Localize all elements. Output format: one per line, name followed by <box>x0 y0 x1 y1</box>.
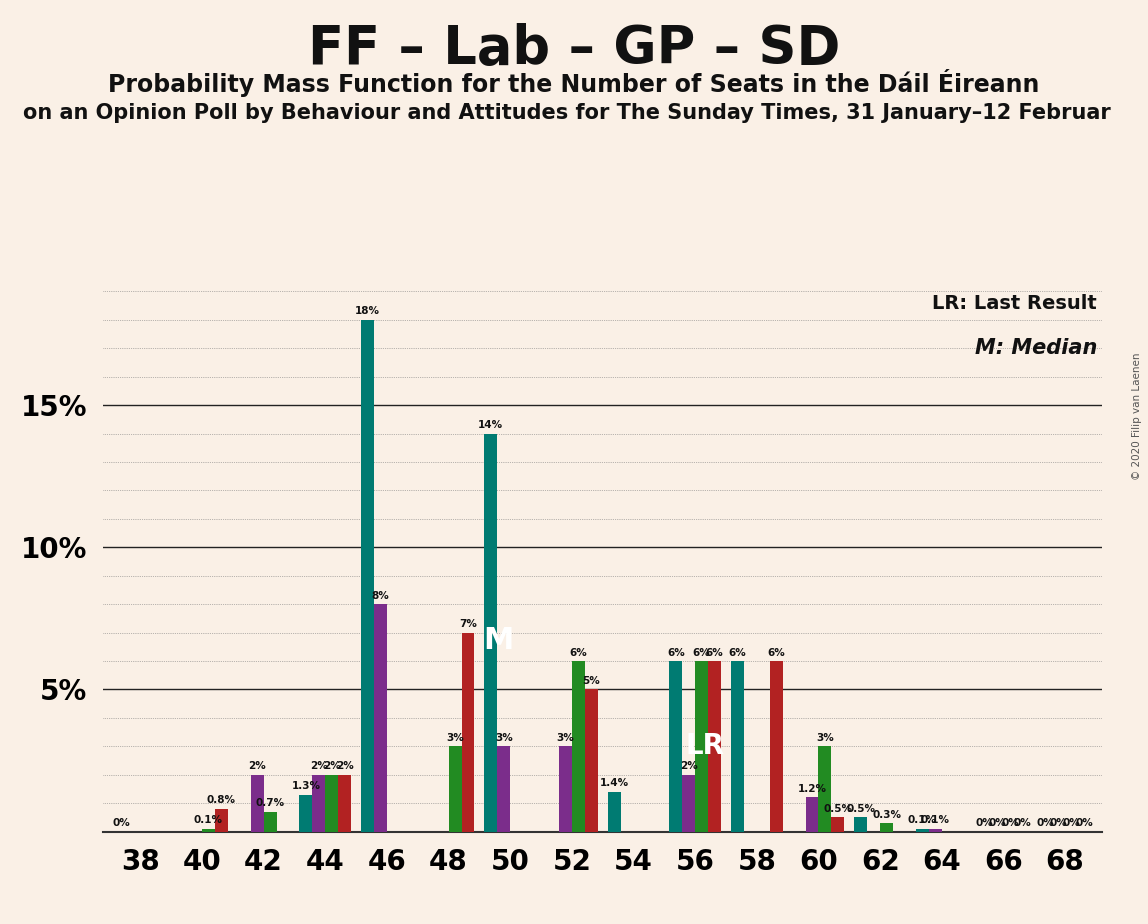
Text: 0%: 0% <box>113 818 130 828</box>
Text: 0%: 0% <box>1014 818 1032 828</box>
Bar <box>731 661 744 832</box>
Text: © 2020 Filip van Laenen: © 2020 Filip van Laenen <box>1132 352 1142 480</box>
Text: M: Median: M: Median <box>975 338 1097 359</box>
Bar <box>215 808 227 832</box>
Text: 0%: 0% <box>1049 818 1068 828</box>
Text: 0%: 0% <box>975 818 993 828</box>
Bar <box>325 774 339 832</box>
Text: 6%: 6% <box>729 648 746 658</box>
Bar <box>250 774 264 832</box>
Text: 0%: 0% <box>1001 818 1018 828</box>
Text: 1.4%: 1.4% <box>599 778 629 788</box>
Bar <box>374 604 387 832</box>
Bar <box>339 774 351 832</box>
Text: 0%: 0% <box>1063 818 1080 828</box>
Text: LR: Last Result: LR: Last Result <box>932 294 1097 313</box>
Bar <box>300 795 312 832</box>
Text: 0.8%: 0.8% <box>207 796 235 806</box>
Bar <box>559 747 572 832</box>
Bar <box>708 661 721 832</box>
Text: 14%: 14% <box>479 420 503 431</box>
Bar <box>682 774 696 832</box>
Text: 6%: 6% <box>767 648 785 658</box>
Text: 6%: 6% <box>692 648 711 658</box>
Text: 0.3%: 0.3% <box>872 809 901 820</box>
Text: 0.5%: 0.5% <box>823 804 853 814</box>
Text: M: M <box>483 626 514 655</box>
Text: 1.2%: 1.2% <box>798 784 827 794</box>
Bar <box>831 818 845 832</box>
Bar <box>806 797 819 832</box>
Bar <box>584 689 598 832</box>
Bar <box>669 661 682 832</box>
Text: 2%: 2% <box>323 761 341 772</box>
Text: 0.1%: 0.1% <box>921 815 949 825</box>
Bar <box>916 829 929 832</box>
Bar <box>264 811 277 832</box>
Text: 0.1%: 0.1% <box>194 815 223 825</box>
Bar <box>854 818 867 832</box>
Text: 0%: 0% <box>988 818 1006 828</box>
Text: 0.1%: 0.1% <box>908 815 937 825</box>
Text: 3%: 3% <box>447 733 464 743</box>
Text: LR: LR <box>685 733 724 760</box>
Bar <box>449 747 461 832</box>
Text: 3%: 3% <box>557 733 574 743</box>
Text: 8%: 8% <box>372 590 389 601</box>
Bar <box>497 747 510 832</box>
Text: 1.3%: 1.3% <box>292 781 320 791</box>
Bar <box>572 661 584 832</box>
Text: 0.7%: 0.7% <box>256 798 285 808</box>
Bar <box>770 661 783 832</box>
Text: 0%: 0% <box>1076 818 1093 828</box>
Bar <box>312 774 325 832</box>
Bar <box>202 829 215 832</box>
Bar <box>819 747 831 832</box>
Text: 0%: 0% <box>1037 818 1055 828</box>
Bar <box>929 829 941 832</box>
Bar <box>360 320 374 832</box>
Text: 3%: 3% <box>495 733 513 743</box>
Text: 2%: 2% <box>310 761 327 772</box>
Text: 2%: 2% <box>680 761 698 772</box>
Text: 18%: 18% <box>355 307 380 316</box>
Text: 2%: 2% <box>248 761 266 772</box>
Bar <box>881 823 893 832</box>
Text: 6%: 6% <box>667 648 684 658</box>
Bar <box>696 661 708 832</box>
Text: 5%: 5% <box>582 676 600 686</box>
Text: FF – Lab – GP – SD: FF – Lab – GP – SD <box>308 23 840 75</box>
Text: 0.5%: 0.5% <box>846 804 875 814</box>
Text: 3%: 3% <box>816 733 833 743</box>
Text: 6%: 6% <box>706 648 723 658</box>
Bar <box>461 633 474 832</box>
Text: on an Opinion Poll by Behaviour and Attitudes for The Sunday Times, 31 January–1: on an Opinion Poll by Behaviour and Atti… <box>23 103 1111 124</box>
Bar <box>484 433 497 832</box>
Text: Probability Mass Function for the Number of Seats in the Dáil Éireann: Probability Mass Function for the Number… <box>108 69 1040 97</box>
Text: 2%: 2% <box>336 761 354 772</box>
Bar <box>607 792 621 832</box>
Text: 7%: 7% <box>459 619 476 629</box>
Text: 6%: 6% <box>569 648 588 658</box>
